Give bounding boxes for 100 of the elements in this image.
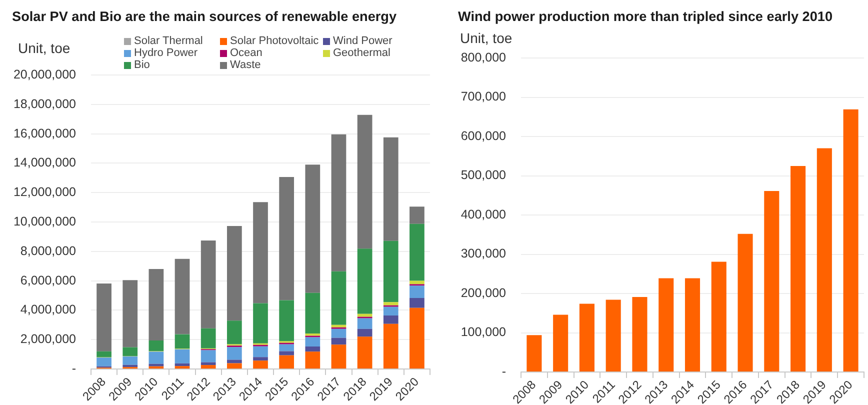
legend-label: Geothermal bbox=[333, 47, 390, 59]
bar bbox=[410, 298, 424, 308]
bar bbox=[122, 364, 138, 368]
bar bbox=[305, 164, 320, 293]
bar bbox=[357, 328, 372, 337]
bar bbox=[200, 350, 216, 362]
bar bbox=[658, 278, 674, 372]
bar bbox=[305, 292, 320, 334]
y-tick-label: 12,000,000 bbox=[13, 185, 76, 200]
bar bbox=[357, 318, 372, 329]
y-tick-label: 20,000,000 bbox=[13, 67, 76, 82]
y-axis-title: Unit, toe bbox=[460, 30, 512, 46]
y-tick-label: 800,000 bbox=[460, 50, 506, 64]
bar bbox=[579, 304, 594, 372]
bar bbox=[279, 355, 294, 369]
y-tick-label: 8,000,000 bbox=[20, 244, 76, 258]
y-tick-label: 14,000,000 bbox=[13, 156, 76, 170]
bar bbox=[383, 302, 398, 306]
bar bbox=[526, 335, 542, 372]
bar bbox=[357, 248, 372, 314]
bar bbox=[331, 338, 346, 345]
bar bbox=[383, 306, 398, 316]
bar bbox=[331, 328, 346, 338]
bar bbox=[279, 351, 294, 356]
bar bbox=[843, 109, 858, 372]
bar bbox=[174, 349, 190, 364]
bar bbox=[606, 300, 621, 372]
chart-title: Solar PV and Bio are the main sources of renewable energy bbox=[12, 9, 397, 24]
y-tick-label: 2,000,000 bbox=[20, 332, 76, 346]
bar bbox=[711, 262, 726, 372]
bar bbox=[331, 344, 346, 369]
y-tick-label: 200,000 bbox=[460, 286, 506, 300]
y-tick-label: 6,000,000 bbox=[20, 273, 76, 288]
chart-title: Wind power production more than tripled since early 2010 bbox=[458, 9, 833, 24]
bar bbox=[357, 314, 372, 317]
y-tick-label: 600,000 bbox=[460, 128, 506, 143]
bar bbox=[200, 365, 216, 369]
legend-label: Solar Photovoltaic bbox=[230, 35, 319, 47]
bar bbox=[357, 114, 372, 249]
y-tick-label: 500,000 bbox=[460, 168, 506, 182]
bar bbox=[226, 363, 242, 369]
bar bbox=[383, 137, 398, 241]
y-tick-label: 10,000,000 bbox=[13, 214, 76, 228]
y-tick-label: 18,000,000 bbox=[13, 96, 76, 111]
legend-label: Bio bbox=[134, 59, 150, 71]
y-tick-label: 700,000 bbox=[460, 90, 506, 104]
legend-label: Waste bbox=[230, 59, 261, 71]
bar bbox=[279, 177, 294, 300]
bar bbox=[96, 358, 112, 366]
bar bbox=[174, 334, 190, 349]
bar bbox=[174, 363, 190, 366]
bar bbox=[122, 280, 138, 348]
bar bbox=[174, 258, 190, 334]
bar bbox=[253, 346, 268, 358]
y-tick-label: 4,000,000 bbox=[20, 302, 76, 317]
y-tick-label: 400,000 bbox=[460, 207, 506, 222]
bar bbox=[148, 364, 164, 366]
bar bbox=[96, 351, 112, 358]
bar bbox=[279, 300, 294, 342]
bar bbox=[790, 166, 806, 372]
bar bbox=[553, 314, 568, 372]
bar bbox=[357, 336, 372, 369]
bar bbox=[410, 206, 424, 224]
bar bbox=[684, 278, 700, 372]
bar bbox=[331, 134, 346, 272]
y-tick-label: - bbox=[502, 364, 506, 378]
y-tick-label: 300,000 bbox=[460, 246, 506, 261]
bar bbox=[148, 366, 164, 369]
legend-label: Hydro Power bbox=[134, 47, 198, 59]
bar bbox=[253, 360, 268, 369]
bar bbox=[174, 366, 190, 369]
bar bbox=[738, 234, 753, 372]
bar bbox=[410, 308, 424, 369]
bar bbox=[122, 347, 138, 356]
bar bbox=[383, 315, 398, 324]
bar bbox=[410, 280, 424, 284]
bar bbox=[279, 344, 294, 352]
bar bbox=[764, 191, 780, 372]
bar bbox=[122, 356, 138, 365]
bar bbox=[253, 357, 268, 361]
bar bbox=[226, 360, 242, 364]
y-tick-label: 100,000 bbox=[460, 325, 506, 340]
bar bbox=[148, 352, 164, 364]
bar bbox=[96, 283, 112, 352]
legend-label: Ocean bbox=[230, 47, 262, 59]
bar bbox=[305, 337, 320, 347]
bar bbox=[148, 269, 164, 340]
bar bbox=[632, 297, 648, 372]
legend-label: Wind Power bbox=[333, 35, 392, 47]
bar bbox=[226, 347, 242, 360]
legend-label: Solar Thermal bbox=[134, 35, 203, 47]
bar bbox=[383, 324, 398, 369]
bar bbox=[305, 346, 320, 352]
bar bbox=[226, 320, 242, 344]
bar bbox=[226, 226, 242, 321]
y-tick-label: - bbox=[72, 361, 76, 376]
bar bbox=[200, 328, 216, 348]
bar bbox=[305, 352, 320, 369]
bar bbox=[253, 303, 268, 344]
bar bbox=[410, 286, 424, 298]
